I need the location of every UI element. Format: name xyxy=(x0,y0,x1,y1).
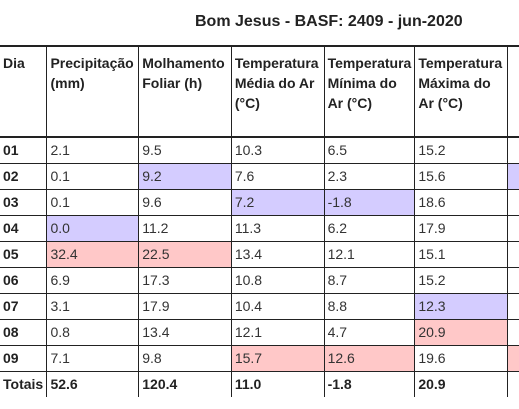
cell-temp-media: 7.6 xyxy=(230,163,325,190)
column-header-temp-media: Temperatura Média do Ar (°C) xyxy=(230,45,325,138)
cell-temp-maxima: 15.6 xyxy=(414,163,508,190)
cell-temp-maxima: 15.2 xyxy=(414,137,508,164)
cell-temp-media: 15.7 xyxy=(230,345,325,372)
cell-molhamento: 11.2 xyxy=(138,215,232,242)
cell-molhamento: 22.5 xyxy=(138,241,232,268)
cell-temp-minima: -1.8 xyxy=(323,189,415,216)
cell-temp-maxima: 12.3 xyxy=(414,293,508,320)
cell-molhamento: 9.8 xyxy=(138,345,232,372)
table-row: 07 3.1 17.9 10.4 8.8 12.3 xyxy=(0,293,519,320)
cell-dia: 05 xyxy=(0,241,47,268)
cell-precipitacao: 2.1 xyxy=(46,137,139,164)
cell-extra xyxy=(507,189,519,216)
cell-molhamento: 9.2 xyxy=(138,163,232,190)
cell-temp-maxima: 15.1 xyxy=(414,241,508,268)
cell-temp-minima: 12.1 xyxy=(323,241,415,268)
cell-temp-minima: 8.8 xyxy=(323,293,415,320)
cell-extra xyxy=(507,345,519,372)
cell-molhamento: 9.5 xyxy=(138,137,232,164)
totals-row: Totais 52.6 120.4 11.0 -1.8 20.9 xyxy=(0,371,519,397)
cell-temp-maxima: 18.6 xyxy=(414,189,508,216)
cell-extra xyxy=(507,293,519,320)
table-row: 06 6.9 17.3 10.8 8.7 15.2 xyxy=(0,267,519,294)
table-row: 01 2.1 9.5 10.3 6.5 15.2 xyxy=(0,137,519,164)
cell-temp-minima: 2.3 xyxy=(323,163,415,190)
total-temp-minima: -1.8 xyxy=(323,371,415,397)
cell-precipitacao: 32.4 xyxy=(46,241,139,268)
cell-molhamento: 17.9 xyxy=(138,293,232,320)
table-row: 02 0.1 9.2 7.6 2.3 15.6 xyxy=(0,163,519,190)
cell-precipitacao: 6.9 xyxy=(46,267,139,294)
column-header-temp-maxima: Temperatura Máxima do Ar (°C) xyxy=(414,45,508,138)
cell-temp-media: 12.1 xyxy=(230,319,325,346)
cell-dia: 03 xyxy=(0,189,47,216)
cell-temp-minima: 8.7 xyxy=(323,267,415,294)
cell-dia: 02 xyxy=(0,163,47,190)
totals-label: Totais xyxy=(3,376,44,392)
header-row: Dia Precipitação (mm) Molhamento Foliar … xyxy=(0,45,519,138)
table-row: 05 32.4 22.5 13.4 12.1 15.1 xyxy=(0,241,519,268)
cell-dia: 08 xyxy=(0,319,47,346)
total-molhamento: 120.4 xyxy=(138,371,232,397)
cell-precipitacao: 3.1 xyxy=(46,293,139,320)
cell-molhamento: 17.3 xyxy=(138,267,232,294)
cell-extra xyxy=(507,267,519,294)
cell-temp-minima: 4.7 xyxy=(323,319,415,346)
cell-temp-minima: 12.6 xyxy=(323,345,415,372)
cell-extra xyxy=(507,215,519,242)
column-header-extra xyxy=(507,45,519,138)
column-header-temp-minima: Temperatura Mínima do Ar (°C) xyxy=(323,45,415,138)
cell-temp-media: 7.2 xyxy=(230,189,325,216)
cell-temp-maxima: 17.9 xyxy=(414,215,508,242)
table-row: 09 7.1 9.8 15.7 12.6 19.6 xyxy=(0,345,519,372)
column-header-precipitacao: Precipitação (mm) xyxy=(46,45,139,138)
table-row: 08 0.8 13.4 12.1 4.7 20.9 xyxy=(0,319,519,346)
cell-precipitacao: 7.1 xyxy=(46,345,139,372)
cell-extra xyxy=(507,137,519,164)
cell-temp-media: 10.8 xyxy=(230,267,325,294)
total-precipitacao: 52.6 xyxy=(46,371,139,397)
cell-temp-media: 13.4 xyxy=(230,241,325,268)
table-row: 04 0.0 11.2 11.3 6.2 17.9 xyxy=(0,215,519,242)
total-temp-maxima: 20.9 xyxy=(414,371,508,397)
cell-precipitacao: 0.1 xyxy=(46,189,139,216)
table-body: 01 2.1 9.5 10.3 6.5 15.2 02 0.1 9.2 7.6 2.3 15.6 03 0… xyxy=(0,137,519,397)
cell-extra xyxy=(507,319,519,346)
cell-dia: 01 xyxy=(0,137,47,164)
cell-dia: 04 xyxy=(0,215,47,242)
column-header-dia: Dia xyxy=(0,45,47,138)
cell-dia: 06 xyxy=(0,267,47,294)
cell-temp-maxima: 15.2 xyxy=(414,267,508,294)
cell-temp-maxima: 20.9 xyxy=(414,319,508,346)
cell-molhamento: 9.6 xyxy=(138,189,232,216)
cell-precipitacao: 0.0 xyxy=(46,215,139,242)
cell-temp-maxima: 19.6 xyxy=(414,345,508,372)
total-temp-media: 11.0 xyxy=(230,371,325,397)
weather-table: Dia Precipitação (mm) Molhamento Foliar … xyxy=(0,45,519,397)
cell-temp-media: 10.4 xyxy=(230,293,325,320)
cell-temp-media: 11.3 xyxy=(230,215,325,242)
cell-temp-media: 10.3 xyxy=(230,137,325,164)
column-header-molhamento: Molhamento Foliar (h) xyxy=(138,45,232,138)
page-title: Bom Jesus - BASF: 2409 - jun-2020 xyxy=(195,13,463,30)
cell-extra xyxy=(507,163,519,190)
cell-molhamento: 13.4 xyxy=(138,319,232,346)
cell-precipitacao: 0.1 xyxy=(46,163,139,190)
cell-extra xyxy=(507,241,519,268)
cell-temp-minima: 6.5 xyxy=(323,137,415,164)
total-extra xyxy=(507,371,519,397)
cell-precipitacao: 0.8 xyxy=(46,319,139,346)
table-row: 03 0.1 9.6 7.2 -1.8 18.6 xyxy=(0,189,519,216)
cell-dia: 09 xyxy=(0,345,47,372)
cell-temp-minima: 6.2 xyxy=(323,215,415,242)
cell-dia: 07 xyxy=(0,293,47,320)
